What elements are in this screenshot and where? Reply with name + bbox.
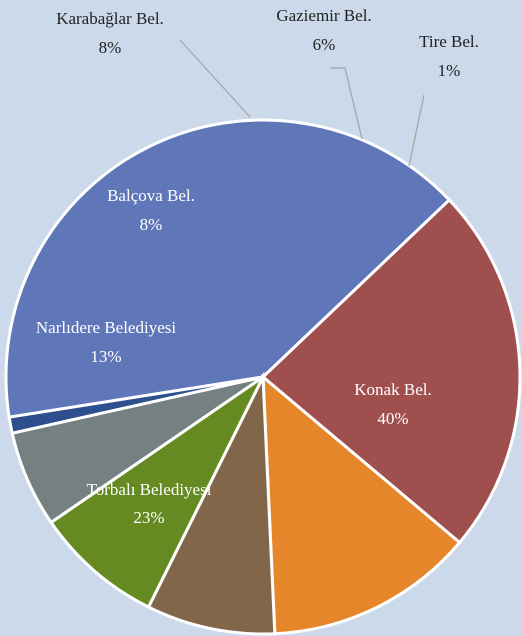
slice-label-2: Narlıdere Belediyesi: [36, 318, 176, 337]
slice-label-6: Tire Bel.: [419, 32, 479, 51]
slice-percent-6: 1%: [438, 61, 461, 80]
slice-label-1: Torbalı Belediyesi: [87, 480, 212, 499]
slice-percent-2: 13%: [90, 347, 121, 366]
slice-percent-1: 23%: [133, 508, 164, 527]
pie-slice-6: [7, 375, 264, 436]
slice-percent-5: 6%: [313, 35, 336, 54]
leader-line-5: [330, 67, 363, 140]
pie-slice-0: [4, 118, 452, 419]
pie-slice-4: [48, 372, 267, 610]
slice-label-3: Balçova Bel.: [107, 186, 195, 205]
slice-percent-4: 8%: [99, 38, 122, 57]
leader-line-6: [408, 94, 425, 167]
slice-label-5: Gaziemir Bel.: [276, 6, 371, 25]
slice-label-4: Karabağlar Bel.: [56, 9, 164, 28]
slice-percent-0: 40%: [377, 409, 408, 428]
slice-percent-3: 8%: [140, 215, 163, 234]
leader-lines-group: [179, 39, 425, 167]
slices-group: [4, 118, 522, 636]
pie-slice-2: [261, 373, 462, 636]
labels-group: Konak Bel. 40% Torbalı Belediyesi 23% Narlıd…: [36, 6, 479, 527]
slice-label-0: Konak Bel.: [354, 380, 431, 399]
pie-slice-3: [146, 371, 277, 636]
pie-slice-1: [260, 197, 522, 545]
leader-line-4: [179, 39, 251, 118]
